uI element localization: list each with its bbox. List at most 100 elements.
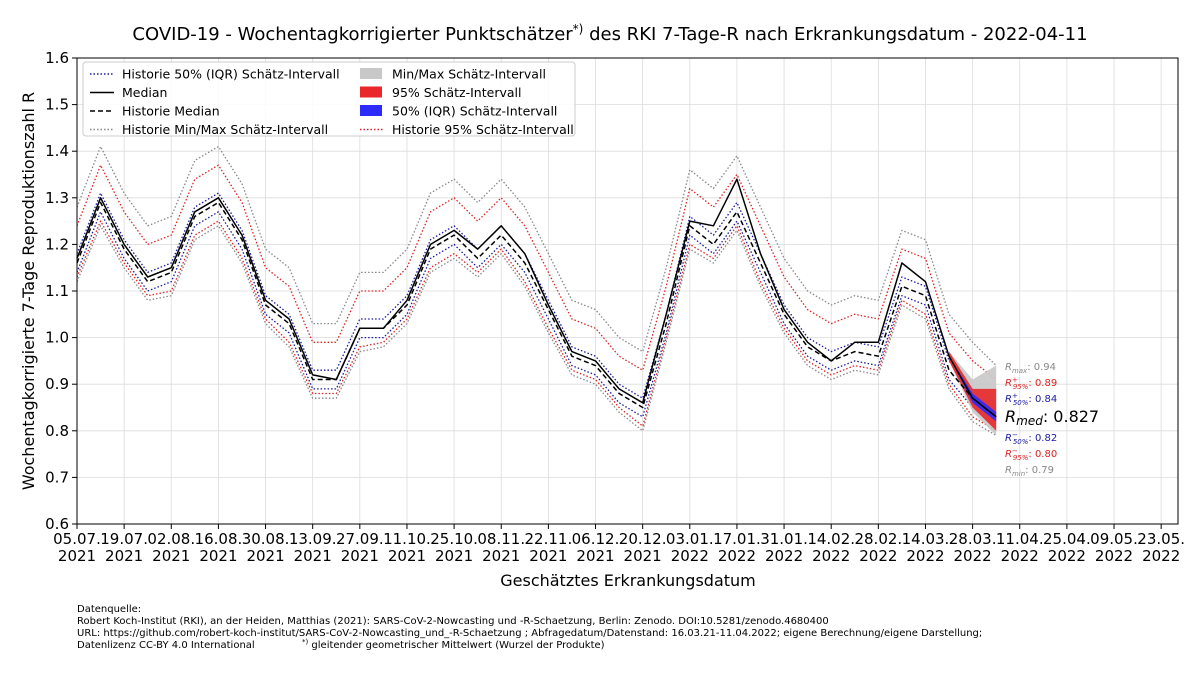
line <box>76 178 997 418</box>
interval-lower <box>76 225 997 437</box>
annotation-symbol: R <box>1005 449 1012 460</box>
x-tick-label: 30.08. 2021 <box>242 530 290 565</box>
x-tick-label-line: 2022 <box>906 547 944 565</box>
x-tick-label-line: 30.08. <box>242 530 290 548</box>
legend-swatch <box>360 86 382 98</box>
x-tick-label-line: 20.12. <box>619 530 667 548</box>
annotation-text: : 0.82 <box>1028 433 1057 444</box>
interval-upper <box>76 192 997 409</box>
x-tick-label-line: 2022 <box>765 547 803 565</box>
x-tick-label-line: 16.08. <box>195 530 243 548</box>
legend-swatch <box>360 105 382 116</box>
x-tick-label-line: 06.12. <box>572 530 620 548</box>
x-tick-label: 23.05. 2022 <box>1137 530 1185 565</box>
annotation-sub: 50% <box>1013 399 1029 407</box>
annotation-text: : 0.89 <box>1028 378 1057 389</box>
annotation-sub: min <box>1012 470 1025 478</box>
x-tick-label-line: 2021 <box>529 547 567 565</box>
x-tick-label: 02.08. 2021 <box>147 530 195 565</box>
x-tick-label: 11.04. 2022 <box>996 530 1044 565</box>
x-tick-label-line: 2022 <box>1095 547 1133 565</box>
footnote-star: *) gleitender geometrischer Mittelwert (… <box>302 638 605 651</box>
x-tick-label: 14.02. 2022 <box>807 530 855 565</box>
x-tick-label-line: 2021 <box>388 547 426 565</box>
x-tick-label: 05.07. 2021 <box>53 530 101 565</box>
legend-label: 95% Schätz-Intervall <box>392 85 521 100</box>
annotation-sub: 95% <box>1013 383 1029 391</box>
x-tick-label-line: 2021 <box>58 547 96 565</box>
x-tick-label-line: 14.03. <box>902 530 950 548</box>
footnotes: Datenquelle:Robert Koch-Institut (RKI), … <box>77 604 982 651</box>
y-tick-label: 1.6 <box>45 49 69 67</box>
x-tick-label-line: 14.02. <box>807 530 855 548</box>
x-tick-label-line: 31.01. <box>760 530 808 548</box>
interval-upper <box>76 164 997 381</box>
x-tick-label-line: 19.07. <box>100 530 148 548</box>
legend-label: Historie 50% (IQR) Schätz-Intervall <box>122 67 340 82</box>
annotation-sup: + <box>1012 376 1018 384</box>
annotation-text: : 0.79 <box>1025 465 1054 476</box>
annotation-text: : 0.94 <box>1027 362 1056 373</box>
x-tick-label-line: 22.11. <box>525 530 573 548</box>
title-rest: des RKI 7-Tage-R nach Erkrankungsdatum -… <box>583 24 1087 45</box>
x-tick-label: 16.08. 2021 <box>195 530 243 565</box>
x-tick-label: 20.12. 2021 <box>619 530 667 565</box>
y-tick-label: 0.9 <box>45 375 69 393</box>
x-tick-label-line: 2021 <box>199 547 237 565</box>
x-tick-label-line: 2021 <box>624 547 662 565</box>
x-tick-label: 17.01. 2022 <box>713 530 761 565</box>
footnote: URL: https://github.com/robert-koch-inst… <box>77 628 982 639</box>
legend-label: Min/Max Schätz-Intervall <box>392 67 546 82</box>
x-tick-label-line: 09.05. <box>1090 530 1138 548</box>
annotation-sub: med <box>1016 414 1043 428</box>
y-axis-label: Wochentagkorrigierte 7-Tage Reproduktion… <box>19 92 38 490</box>
x-tick-label-line: 2021 <box>294 547 332 565</box>
y-tick-label: 0.7 <box>45 468 69 486</box>
annotation: R− 50%: 0.82 <box>1005 431 1057 446</box>
y-tick-label: 0.6 <box>45 515 69 533</box>
annotation-symbol: R <box>1005 362 1012 373</box>
annotation-symbol: R <box>1005 465 1012 476</box>
annotation-sub: max <box>1012 367 1028 375</box>
x-tick-label-line: 25.04. <box>1043 530 1091 548</box>
x-tick-label: 22.11. 2021 <box>525 530 573 565</box>
x-tick-label: 27.09. 2021 <box>336 530 384 565</box>
x-tick-label-line: 2022 <box>954 547 992 565</box>
legend-label: Median <box>122 85 167 100</box>
x-tick-label-line: 03.01. <box>666 530 714 548</box>
annotation-symbol: R <box>1005 394 1012 405</box>
x-tick-label: 06.12. 2021 <box>572 530 620 565</box>
y-tick-label: 1.5 <box>45 96 69 114</box>
x-tick-label: 28.03. 2022 <box>949 530 997 565</box>
x-tick-label-line: 28.03. <box>949 530 997 548</box>
interval-lower <box>76 220 997 432</box>
x-tick-label-line: 13.09. <box>289 530 337 548</box>
x-tick-label: 31.01. 2022 <box>760 530 808 565</box>
line <box>76 201 997 418</box>
x-tick-label-line: 11.04. <box>996 530 1044 548</box>
x-tick-label-line: 2021 <box>246 547 284 565</box>
x-tick-label-line: 05.07. <box>53 530 101 548</box>
annotation: R− 95%: 0.80 <box>1005 447 1057 462</box>
x-tick-label-line: 2022 <box>1048 547 1086 565</box>
footnote: Datenlizenz CC-BY 4.0 International <box>77 640 255 651</box>
annotation-text: : 0.84 <box>1028 394 1057 405</box>
x-tick-label-line: 27.09. <box>336 530 384 548</box>
y-tick-label: 1.3 <box>45 189 69 207</box>
band <box>949 356 997 422</box>
annotation: Rmax: 0.94 <box>1005 362 1056 375</box>
footnote: Datenquelle: <box>77 604 141 615</box>
x-tick-label-line: 2022 <box>718 547 756 565</box>
x-tick-label-line: 2021 <box>105 547 143 565</box>
x-tick-label-line: 2022 <box>1142 547 1180 565</box>
y-tick-label: 1.4 <box>45 142 69 160</box>
annotation-text: : 0.827 <box>1043 407 1099 426</box>
annotation: R+ 50%: 0.84 <box>1005 392 1057 407</box>
x-tick-label-line: 2021 <box>435 547 473 565</box>
legend-label: 50% (IQR) Schätz-Intervall <box>392 104 557 119</box>
x-tick-label: 09.05. 2022 <box>1090 530 1138 565</box>
x-tick-label: 25.04. 2022 <box>1043 530 1091 565</box>
footnote: Robert Koch-Institut (RKI), an der Heide… <box>77 616 829 627</box>
x-tick-label-line: 28.02. <box>854 530 902 548</box>
